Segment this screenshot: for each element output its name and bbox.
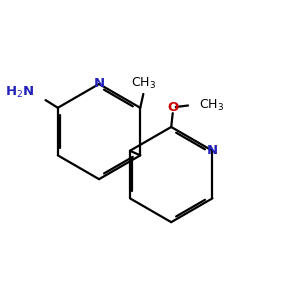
Text: CH$_3$: CH$_3$ bbox=[131, 76, 156, 91]
Text: N: N bbox=[207, 144, 218, 157]
Text: N: N bbox=[94, 77, 105, 91]
Text: O: O bbox=[167, 100, 178, 113]
Text: CH$_3$: CH$_3$ bbox=[199, 98, 224, 113]
Text: H$_2$N: H$_2$N bbox=[5, 85, 35, 100]
